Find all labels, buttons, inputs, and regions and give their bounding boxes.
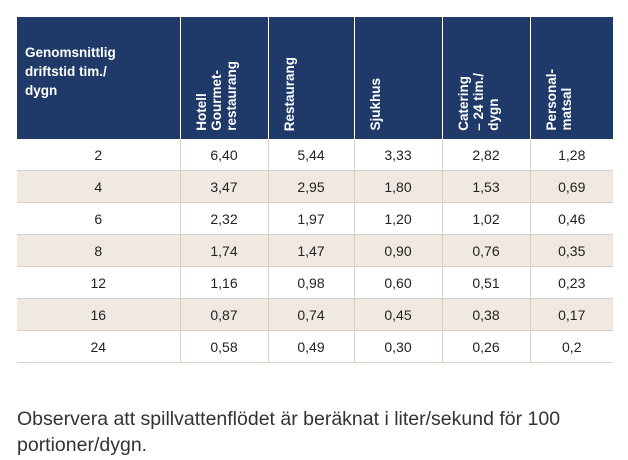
hours-cell: 16 — [17, 298, 181, 331]
hours-cell: 24 — [17, 330, 181, 363]
value-cell: 0,26 — [442, 330, 531, 363]
table-row: 6 2,32 1,97 1,20 1,02 0,46 — [17, 202, 613, 235]
value-cell: 1,47 — [268, 234, 355, 267]
value-cell: 0,90 — [354, 234, 443, 267]
header-hospital: Sjukhus — [354, 17, 443, 139]
value-cell: 0,17 — [530, 298, 613, 331]
table-row: 24 0,58 0,49 0,30 0,26 0,2 — [17, 330, 613, 363]
table-row: 4 3,47 2,95 1,80 1,53 0,69 — [17, 170, 613, 203]
value-cell: 0,76 — [442, 234, 531, 267]
flow-table-container: Genomsnittlig driftstid tim./ dygn Hotel… — [17, 17, 613, 363]
table-row: 16 0,87 0,74 0,45 0,38 0,17 — [17, 298, 613, 331]
value-cell: 1,20 — [354, 202, 443, 235]
value-cell: 0,87 — [180, 298, 269, 331]
value-cell: 1,28 — [530, 139, 613, 171]
value-cell: 0,2 — [530, 330, 613, 363]
value-cell: 3,33 — [354, 139, 443, 171]
column-label-hotel-gourmet: Hotell Gourmet- restaurang — [193, 61, 239, 131]
table-row: 8 1,74 1,47 0,90 0,76 0,35 — [17, 234, 613, 267]
value-cell: 1,02 — [442, 202, 531, 235]
value-cell: 0,23 — [530, 266, 613, 299]
value-cell: 0,38 — [442, 298, 531, 331]
header-staff-canteen: Personal- matsal — [530, 17, 613, 139]
hours-cell: 2 — [17, 139, 181, 171]
wastewater-flow-table: Genomsnittlig driftstid tim./ dygn Hotel… — [17, 17, 613, 363]
header-operating-hours: Genomsnittlig driftstid tim./ dygn — [17, 17, 181, 139]
value-cell: 1,80 — [354, 170, 443, 203]
value-cell: 5,44 — [268, 139, 355, 171]
header-hotel-gourmet: Hotell Gourmet- restaurang — [180, 17, 269, 139]
value-cell: 0,98 — [268, 266, 355, 299]
header-restaurant: Restaurang — [268, 17, 355, 139]
operating-hours-label: Genomsnittlig driftstid tim./ dygn — [25, 45, 116, 98]
hours-cell: 8 — [17, 234, 181, 267]
value-cell: 2,95 — [268, 170, 355, 203]
value-cell: 0,58 — [180, 330, 269, 363]
value-cell: 0,49 — [268, 330, 355, 363]
value-cell: 0,46 — [530, 202, 613, 235]
value-cell: 1,53 — [442, 170, 531, 203]
value-cell: 1,16 — [180, 266, 269, 299]
value-cell: 2,32 — [180, 202, 269, 235]
table-row: 2 6,40 5,44 3,33 2,82 1,28 — [17, 139, 613, 171]
value-cell: 0,30 — [354, 330, 443, 363]
value-cell: 0,60 — [354, 266, 443, 299]
value-cell: 1,74 — [180, 234, 269, 267]
table-header-row: Genomsnittlig driftstid tim./ dygn Hotel… — [17, 17, 613, 139]
value-cell: 1,97 — [268, 202, 355, 235]
value-cell: 0,74 — [268, 298, 355, 331]
value-cell: 0,69 — [530, 170, 613, 203]
value-cell: 3,47 — [180, 170, 269, 203]
value-cell: 0,51 — [442, 266, 531, 299]
value-cell: 0,35 — [530, 234, 613, 267]
value-cell: 2,82 — [442, 139, 531, 171]
hours-cell: 12 — [17, 266, 181, 299]
column-label-restaurant: Restaurang — [281, 56, 297, 131]
column-label-hospital: Sjukhus — [367, 78, 383, 131]
column-label-staff-canteen: Personal- matsal — [543, 69, 574, 131]
header-catering: Catering – 24 tim./ dygn — [442, 17, 531, 139]
value-cell: 0,45 — [354, 298, 443, 331]
column-label-catering: Catering – 24 tim./ dygn — [455, 73, 501, 131]
hours-cell: 6 — [17, 202, 181, 235]
value-cell: 6,40 — [180, 139, 269, 171]
hours-cell: 4 — [17, 170, 181, 203]
flow-note: Observera att spillvattenflödet är beräk… — [17, 407, 561, 456]
table-row: 12 1,16 0,98 0,60 0,51 0,23 — [17, 266, 613, 299]
table-body: 2 6,40 5,44 3,33 2,82 1,28 4 3,47 2,95 1… — [17, 139, 613, 363]
